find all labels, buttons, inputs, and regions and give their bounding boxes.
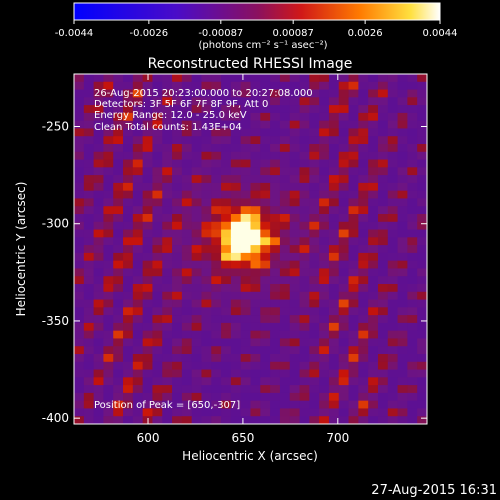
y-tick-label: -250: [42, 120, 69, 134]
x-axis: 600 650 700: [137, 74, 349, 445]
colorbar-gradient: [73, 2, 441, 21]
y-axis-label: Heliocentric Y (arcsec): [14, 182, 28, 317]
plot-frame: [73, 73, 428, 425]
x-tick-label: 650: [231, 431, 254, 445]
colorbar: -0.0044 -0.0026 -0.00087 0.00087 0.0026 0.004…: [55, 2, 458, 51]
colorbar-tick-label: 0.0044: [423, 28, 458, 39]
heatmap: [74, 74, 427, 424]
colorbar-tick-label: -0.0026: [130, 28, 169, 39]
timestamp: 27-Aug-2015 16:31: [371, 483, 497, 498]
chart-title: Reconstructed RHESSI Image: [148, 56, 353, 72]
annotation-time: 26-Aug-2015 20:23:00.000 to 20:27:08.000: [94, 88, 313, 99]
x-axis-label: Heliocentric X (arcsec): [182, 449, 318, 463]
colorbar-tick-label: -0.0044: [55, 28, 94, 39]
colorbar-tick-label: 0.0026: [348, 28, 383, 39]
y-tick-label: -350: [42, 314, 69, 328]
annotation-energy: Energy Range: 12.0 - 25.0 keV: [94, 110, 247, 121]
colorbar-tick-label: 0.00087: [273, 28, 314, 39]
annotations: 26-Aug-2015 20:23:00.000 to 20:27:08.000…: [94, 88, 313, 411]
y-axis: -250 -300 -350 -400: [42, 120, 427, 425]
colorbar-tick-label: -0.00087: [198, 28, 243, 39]
y-tick-label: -300: [42, 217, 69, 231]
y-tick-label: -400: [42, 411, 69, 425]
annotation-detectors: Detectors: 3F 5F 6F 7F 8F 9F, Att 0: [94, 99, 268, 110]
x-tick-label: 700: [326, 431, 349, 445]
annotation-clean: Clean Total counts: 1.43E+04: [94, 122, 242, 133]
annotation-peak: Position of Peak = [650,-307]: [94, 400, 240, 411]
colorbar-unit-label: (photons cm⁻² s⁻¹ asec⁻²): [198, 40, 327, 51]
x-tick-label: 600: [137, 431, 160, 445]
